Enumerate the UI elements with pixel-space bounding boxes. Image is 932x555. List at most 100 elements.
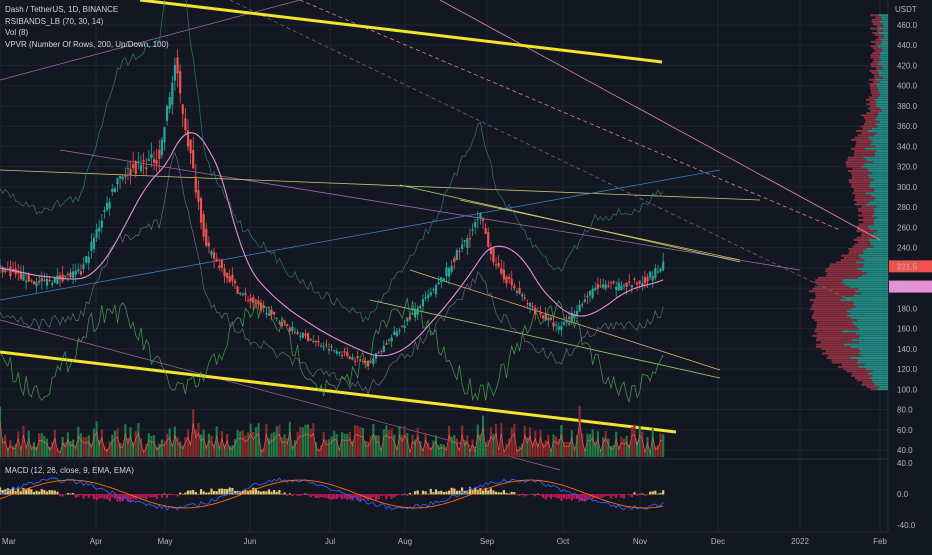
volume-bar: [596, 431, 599, 457]
macd-hist-bar: [526, 494, 529, 496]
price-tick-label: 180.0: [897, 304, 918, 313]
volume-bar: [304, 424, 307, 457]
vpvr-bar-up: [870, 181, 888, 184]
vpvr-bar-down: [861, 132, 877, 135]
macd-hist-bar: [173, 494, 177, 495]
time-tick-label: Mar: [2, 537, 16, 546]
candle-body: [450, 265, 453, 272]
volume-bar: [497, 447, 500, 457]
candle-body: [403, 325, 406, 328]
volume-bar: [309, 428, 312, 457]
rsibands-legend[interactable]: RSIBANDS_LB (70, 30, 14): [5, 16, 104, 26]
volume-bar: [628, 444, 631, 457]
macd-hist-bar: [346, 494, 349, 500]
vpvr-bar-down: [814, 285, 850, 288]
price-tick-label: 280.0: [897, 203, 918, 212]
volume-bar: [317, 448, 320, 457]
macd-hist-bar: [171, 494, 174, 496]
last-price-badge: [889, 260, 932, 273]
candle-body: [374, 353, 378, 359]
volume-bar: [602, 437, 605, 457]
volume-bar: [599, 449, 602, 457]
macd-legend[interactable]: MACD (12, 26, close, 9, EMA, EMA): [5, 466, 134, 475]
candle-body: [27, 273, 30, 282]
candle-body: [338, 352, 341, 354]
candle-body: [270, 309, 273, 315]
symbol-title[interactable]: Dash / TetherUS, 1D, BINANCE: [5, 5, 119, 14]
macd-hist-bar: [325, 494, 328, 498]
macd-hist-bar: [158, 494, 161, 496]
candle-body: [484, 228, 487, 234]
volume-bar: [72, 439, 75, 457]
vpvr-bar-down: [869, 69, 878, 72]
vpvr-bar-down: [871, 65, 882, 68]
vpvr-bar-down: [829, 265, 864, 268]
macd-hist-bar: [283, 492, 286, 495]
macd-hist-bar: [17, 488, 20, 495]
volume-bar: [210, 435, 213, 457]
candle-body: [0, 265, 2, 267]
macd-hist-bar: [129, 494, 132, 502]
macd-hist-bar: [570, 494, 573, 501]
volume-bar: [53, 429, 56, 457]
vpvr-bar-down: [856, 225, 869, 228]
vpvr-bar-down: [874, 49, 883, 52]
candle-body: [113, 188, 116, 193]
macd-hist-bar: [11, 487, 15, 495]
macd-hist-bar: [145, 494, 148, 500]
vpvr-bar-down: [862, 127, 872, 130]
vpvr-bar-down: [875, 16, 881, 19]
vpvr-bar-up: [869, 227, 888, 230]
macd-hist-bar: [296, 494, 299, 496]
macd-hist-bar: [58, 494, 62, 497]
volume-bar: [27, 430, 30, 457]
vpvr-legend[interactable]: VPVR (Number Of Rows, 200, Up/Down, 100): [5, 39, 169, 49]
vpvr-bar-down: [875, 38, 881, 41]
macd-hist-bar: [630, 494, 633, 498]
vpvr-bar-up: [878, 14, 888, 17]
candle-body: [380, 351, 383, 353]
macd-hist-bar: [390, 494, 393, 499]
vpvr-bar-up: [858, 341, 888, 344]
candle-body: [343, 351, 346, 353]
volume-bar: [173, 426, 177, 457]
candle-body: [656, 271, 660, 273]
candle-body: [617, 282, 620, 291]
macd-hist-bar: [207, 492, 210, 495]
vpvr-bar-up: [870, 143, 888, 146]
vpvr-bar-down: [852, 192, 866, 195]
candle-body: [215, 258, 218, 262]
vpvr-bar-up: [867, 129, 888, 132]
volume-bar: [92, 428, 96, 457]
vpvr-bar-down: [821, 348, 859, 351]
candle-body: [599, 285, 602, 287]
vol-legend[interactable]: Vol (8): [5, 28, 29, 37]
vpvr-bar-up: [858, 288, 888, 291]
macd-hist-bar: [343, 494, 346, 499]
vpvr-bar-down: [873, 58, 881, 61]
macd-hist-bar: [181, 493, 184, 495]
candle-body: [165, 105, 169, 121]
volume-bar: [481, 415, 485, 457]
candle-body: [163, 127, 166, 143]
volume-bar: [528, 427, 532, 457]
candle-body: [9, 266, 12, 277]
vpvr-bar-up: [857, 267, 888, 270]
vpvr-bar-up: [871, 194, 888, 197]
vpvr-bar-down: [871, 72, 879, 75]
macd-hist-bar: [66, 493, 69, 495]
candle-body: [74, 270, 77, 275]
vpvr-bar-down: [872, 52, 881, 55]
macd-hist-bar: [278, 489, 281, 495]
candle-body: [353, 360, 357, 362]
vpvr-bar-up: [868, 201, 888, 204]
candle-body: [476, 219, 479, 221]
macd-hist-bar: [82, 494, 85, 499]
vpvr-bar-up: [872, 214, 888, 217]
candle-body: [568, 316, 571, 319]
macd-hist-bar: [549, 494, 553, 499]
macd-hist-bar: [103, 494, 106, 499]
volume-bar: [367, 441, 370, 457]
